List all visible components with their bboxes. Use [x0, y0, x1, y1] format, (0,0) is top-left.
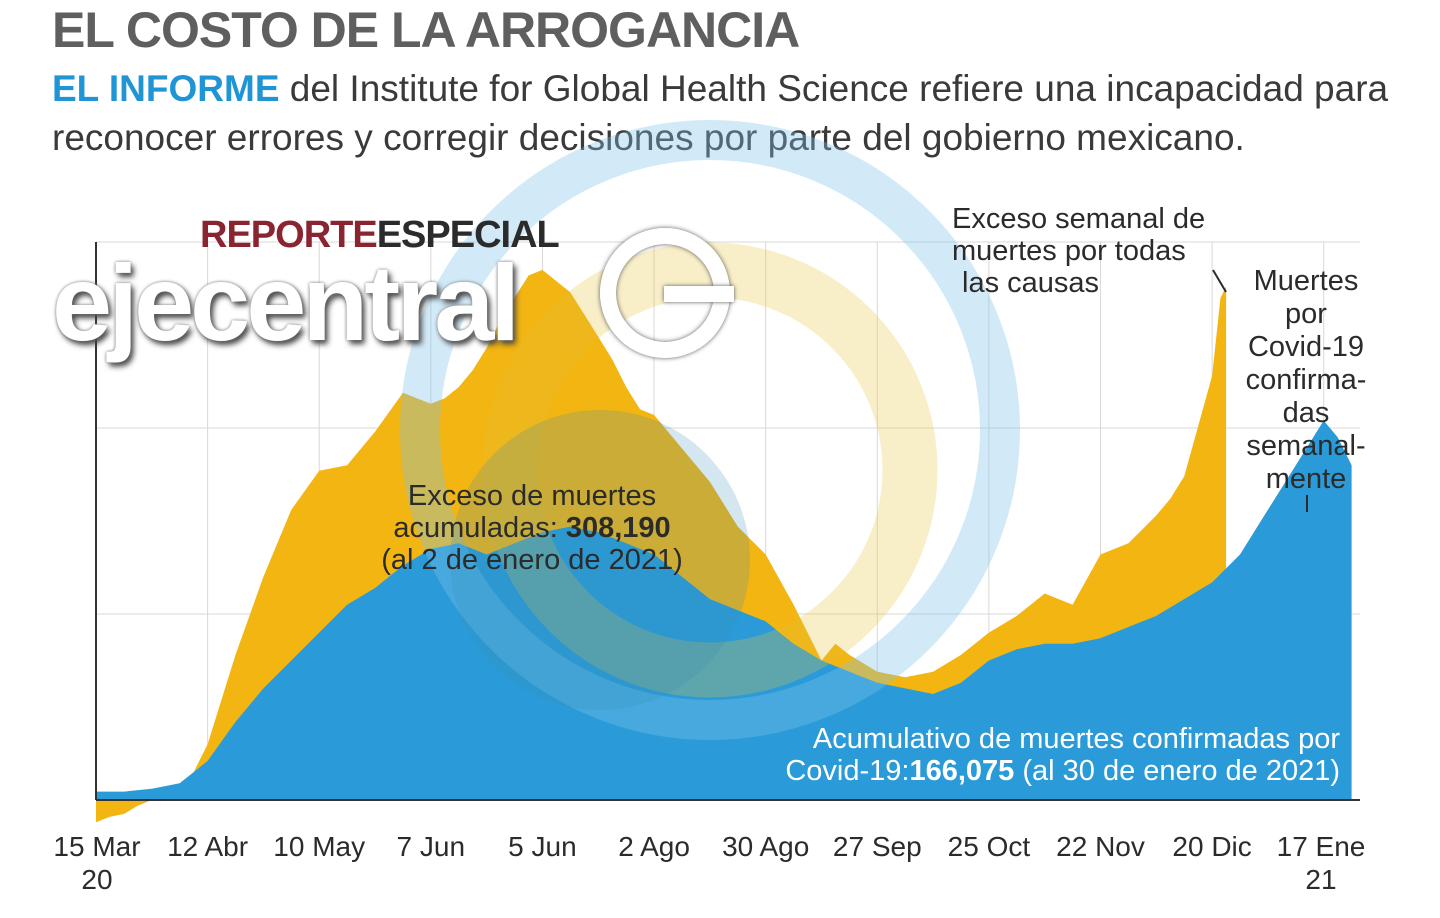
excess-cumulative-value: 308,190 — [565, 512, 671, 544]
annotation-line: Acumulativo de muertes confirmadas por — [812, 723, 1340, 755]
annotation-label: Covid-19: — [785, 755, 910, 787]
x-tick-label: 27 Sep — [833, 831, 922, 862]
annotation-label: acumuladas: — [393, 512, 566, 544]
x-tick-label: 30 Ago — [722, 831, 809, 862]
brand-c-bar — [664, 286, 734, 302]
excess-weekly-pointer — [1212, 269, 1227, 293]
annotation-covid-cumulative: Acumulativo de muertes confirmadas por C… — [760, 723, 1340, 787]
annotation-label: (al 30 de enero de 2021) — [1014, 755, 1340, 787]
annotation-excess-cumulative: Exceso de muertes acumuladas: 308,190 (a… — [372, 480, 692, 576]
annotation-line: mente — [1265, 463, 1347, 495]
annotation-line: semanal- — [1246, 430, 1366, 462]
x-tick-label: 5 Jun — [508, 831, 577, 862]
chart-axes — [95, 242, 1360, 801]
annotation-line: muertes por todas — [952, 235, 1186, 267]
x-tick-label: 7 Jun — [397, 831, 466, 862]
annotation-line: las causas — [962, 267, 1100, 299]
brand-c-icon — [600, 228, 734, 358]
series-covid-weekly-area — [96, 420, 1352, 800]
brand-especial: ESPECIAL — [376, 214, 560, 256]
annotation-line: (al 2 de enero de 2021) — [381, 544, 683, 576]
brand-header: REPORTEESPECIAL — [200, 214, 560, 257]
brand-logo-word: ejecentral — [52, 242, 520, 363]
x-tick-label: 22 Nov — [1056, 831, 1145, 862]
annotation-line: Covid-19 — [1247, 331, 1365, 363]
x-tick-label: 15 Mar 20 — [53, 831, 140, 895]
page-title: EL COSTO DE LA ARROGANCIA — [52, 2, 800, 58]
annotation-line: Exceso semanal de — [952, 203, 1206, 235]
x-tick-label: 20 Dic — [1172, 831, 1251, 862]
subtitle: EL INFORME del Institute for Global Heal… — [52, 64, 1422, 162]
annotation-line: das — [1282, 397, 1330, 429]
brand-reporte: REPORTE — [200, 214, 378, 256]
x-tick-label: 10 May — [273, 831, 365, 862]
annotation-line: por — [1285, 298, 1327, 330]
x-tick-label: 2 Ago — [618, 831, 690, 862]
annotation-covid-weekly: Muertes por Covid-19 confirma- das seman… — [1236, 265, 1376, 496]
subtitle-lead: EL INFORME — [52, 68, 280, 109]
x-tick-label: 17 Ene 21 — [1277, 831, 1366, 895]
x-tick-label: 25 Oct — [948, 831, 1031, 862]
covid-cumulative-value: 166,075 — [909, 755, 1015, 787]
subtitle-text: del Institute for Global Health Science … — [52, 68, 1389, 158]
annotation-line: acumuladas: 308,190 — [372, 512, 692, 544]
x-axis-ticks: 15 Mar 20 12 Abr 10 May 7 Jun 5 Jun 2 Ago 30 Ag… — [53, 831, 1365, 895]
annotation-line: confirma- — [1245, 364, 1367, 396]
annotation-line: Covid-19:166,075 (al 30 de enero de 2021… — [760, 755, 1340, 787]
annotation-line: Exceso de muertes — [407, 480, 657, 512]
annotation-excess-weekly: Exceso semanal de muertes por todas las … — [952, 203, 1205, 299]
annotation-line: Muertes — [1253, 265, 1359, 297]
x-tick-label: 12 Abr — [167, 831, 248, 862]
